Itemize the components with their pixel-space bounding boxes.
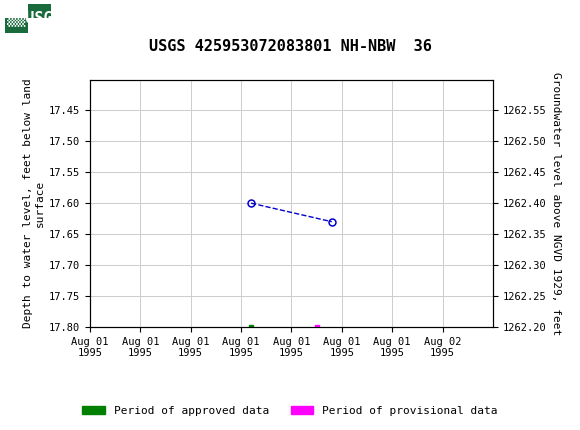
Y-axis label: Groundwater level above NGVD 1929, feet: Groundwater level above NGVD 1929, feet — [550, 71, 561, 335]
Y-axis label: Depth to water level, feet below land
surface: Depth to water level, feet below land su… — [23, 78, 45, 328]
Bar — [28, 3, 51, 18]
Text: USGS 425953072083801 NH-NBW  36: USGS 425953072083801 NH-NBW 36 — [148, 39, 432, 54]
Text: ▒▒USGS: ▒▒USGS — [7, 9, 61, 27]
Legend: Period of approved data, Period of provisional data: Period of approved data, Period of provi… — [78, 401, 502, 420]
FancyBboxPatch shape — [5, 3, 57, 33]
Bar — [5, 18, 28, 33]
